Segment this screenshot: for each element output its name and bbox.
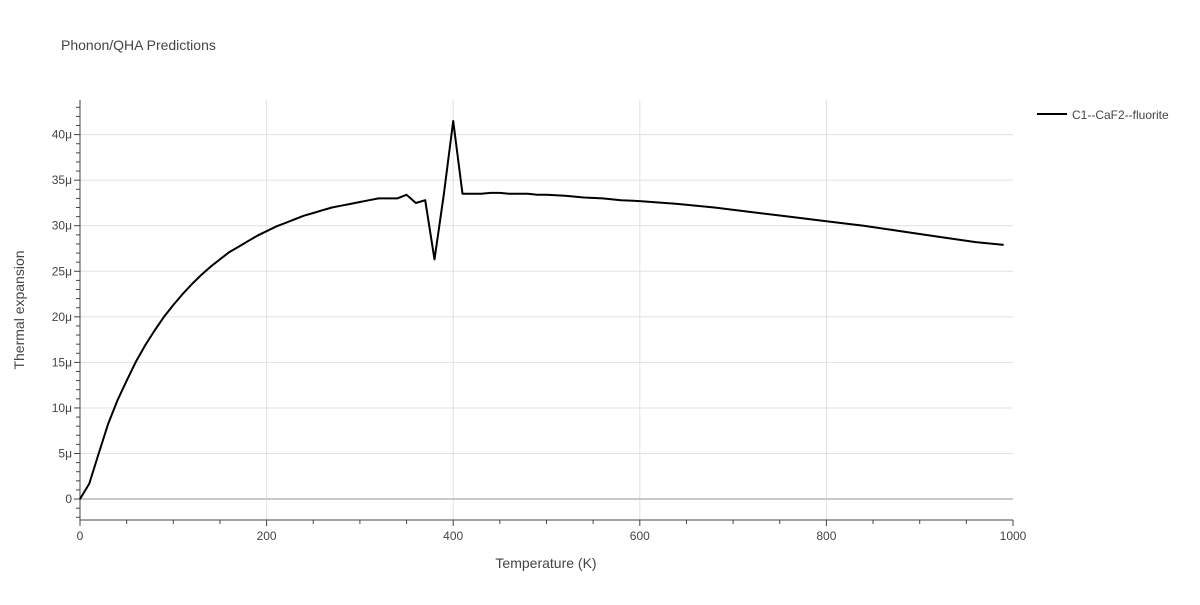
legend[interactable]: C1--CaF2--fluorite [1037, 108, 1169, 122]
y-tick-label: 15μ [52, 355, 72, 369]
y-tick-label: 35μ [52, 173, 72, 187]
grid-lines [80, 100, 1013, 520]
y-tick-label: 25μ [52, 264, 72, 278]
x-tick-label: 400 [443, 529, 463, 543]
x-tick-label: 0 [77, 529, 84, 543]
y-tick-label: 30μ [52, 219, 72, 233]
x-axis-title: Temperature (K) [495, 555, 596, 571]
legend-label[interactable]: C1--CaF2--fluorite [1072, 108, 1169, 122]
x-tick-label: 800 [816, 529, 836, 543]
x-tick-label: 600 [630, 529, 650, 543]
axes: 0 200 400 600 800 1000 0 5μ 10μ 15μ 20μ 25μ 30μ 35μ 40… [52, 100, 1027, 543]
y-tick-label: 40μ [52, 128, 72, 142]
x-tick-label: 200 [257, 529, 277, 543]
y-axis-title: Thermal expansion [11, 250, 27, 369]
x-tick-label: 1000 [1000, 529, 1027, 543]
chart-title: Phonon/QHA Predictions [61, 37, 216, 53]
y-tick-label: 20μ [52, 310, 72, 324]
y-tick-label: 5μ [58, 446, 72, 460]
series-layer [79, 120, 1004, 500]
series-line[interactable] [79, 120, 1004, 500]
y-tick-label: 10μ [52, 401, 72, 415]
y-tick-label: 0 [65, 492, 72, 506]
